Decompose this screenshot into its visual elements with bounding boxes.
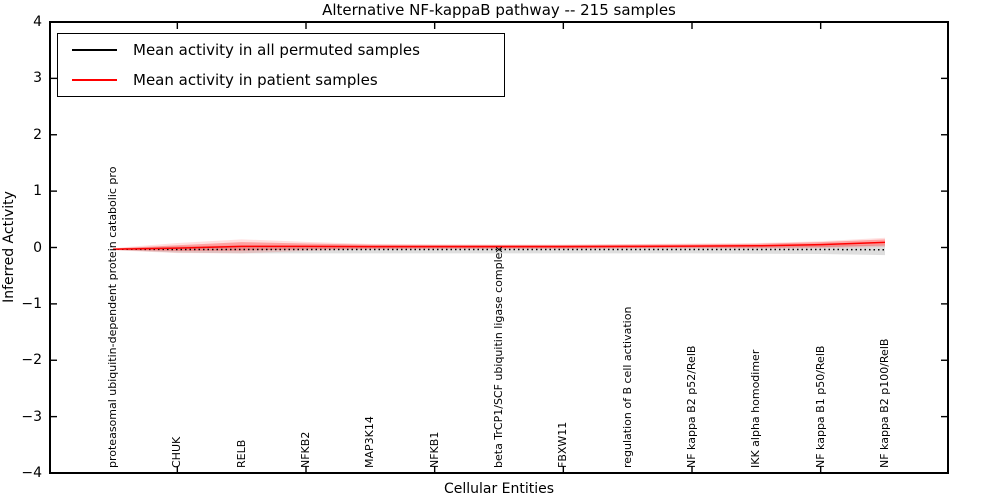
y-tick-label: −3 — [21, 408, 42, 425]
chart-title: Alternative NF-kappaB pathway -- 215 sam… — [322, 1, 676, 19]
x-tick-label: regulation of B cell activation — [620, 306, 634, 468]
x-tick-label: CHUK — [170, 436, 184, 468]
patient-confidence-band — [113, 239, 885, 251]
y-tick-label: 3 — [33, 70, 42, 87]
plot-frame — [49, 21, 949, 474]
y-tick-label: 1 — [33, 183, 42, 200]
x-tick-label: MAP3K14 — [363, 416, 377, 468]
x-tick-label: NF kappa B1 p50/RelB — [813, 345, 827, 468]
y-tick-label: 0 — [33, 239, 42, 256]
x-tick-label: IKK alpha homodimer — [749, 349, 763, 468]
y-tick-label: −1 — [21, 295, 42, 312]
x-tick-label: RELB — [234, 439, 248, 468]
legend-label-patient: Mean activity in patient samples — [133, 71, 378, 89]
legend-row-patient: Mean activity in patient samples — [58, 66, 504, 94]
x-tick-label: NF kappa B2 p100/RelB — [878, 338, 891, 468]
x-tick-label: NF kappa B2 p52/RelB — [685, 345, 698, 468]
permuted-line-swatch — [72, 49, 117, 51]
patient-outer-confidence-band — [113, 237, 885, 254]
x-tick-label: NFKB1 — [427, 431, 441, 468]
x-tick-label: beta TrCP1/SCF ubiquitin ligase complex — [492, 246, 505, 468]
y-tick-label: 2 — [33, 126, 42, 143]
patient-mean-line — [112, 241, 886, 250]
y-tick-label: 4 — [33, 14, 42, 30]
legend-label-permuted: Mean activity in all permuted samples — [133, 41, 420, 59]
x-tick-label: FBXW11 — [556, 421, 570, 468]
x-axis-label: Cellular Entities — [443, 481, 555, 497]
patient-line-swatch — [72, 79, 117, 81]
x-tick-label: proteasomal ubiquitin-dependent protein … — [106, 166, 119, 468]
y-tick-label: −2 — [21, 352, 42, 369]
legend-row-permuted: Mean activity in all permuted samples — [58, 36, 504, 64]
x-tick-label: NFKB2 — [299, 431, 312, 468]
y-tick-label: −4 — [21, 465, 42, 481]
legend: Mean activity in all permuted samples Me… — [57, 33, 505, 97]
